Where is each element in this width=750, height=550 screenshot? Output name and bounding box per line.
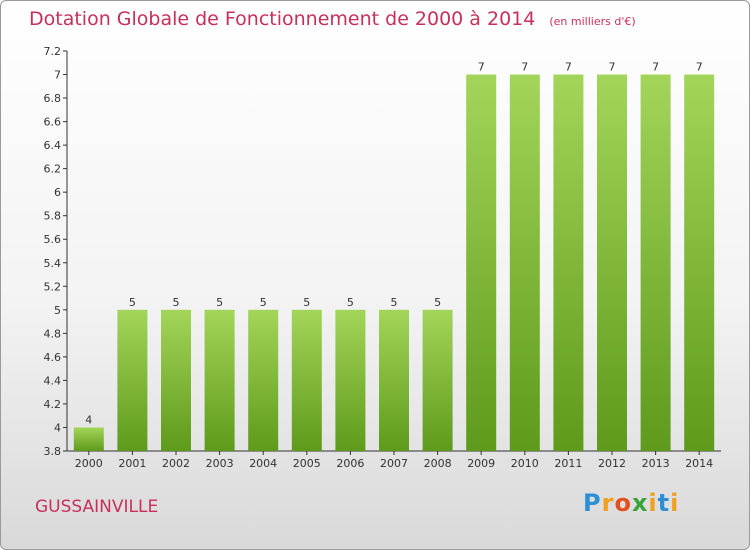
bar-value-label: 5 bbox=[347, 296, 354, 309]
y-tick-label: 4.2 bbox=[44, 398, 62, 411]
bar[interactable] bbox=[248, 309, 279, 451]
bar[interactable] bbox=[684, 74, 715, 451]
y-tick-label: 6.4 bbox=[44, 139, 62, 152]
bar[interactable] bbox=[640, 74, 671, 451]
y-tick-label: 6.6 bbox=[44, 116, 62, 129]
x-tick-label: 2009 bbox=[467, 457, 495, 470]
x-tick-label: 2007 bbox=[380, 457, 408, 470]
x-tick-label: 2003 bbox=[206, 457, 234, 470]
y-tick-label: 5.8 bbox=[44, 210, 62, 223]
bar-value-label: 5 bbox=[173, 296, 180, 309]
bar[interactable] bbox=[291, 309, 322, 451]
y-tick-label: 7.2 bbox=[44, 45, 62, 58]
bar-value-label: 7 bbox=[521, 61, 528, 74]
proxiti-logo[interactable]: Proxiti bbox=[583, 489, 680, 517]
x-tick-label: 2000 bbox=[75, 457, 103, 470]
y-tick-label: 4.8 bbox=[44, 327, 62, 340]
x-tick-label: 2002 bbox=[162, 457, 190, 470]
y-tick-label: 5.4 bbox=[44, 257, 62, 270]
chart-title-text: Dotation Globale de Fonctionnement de 20… bbox=[29, 8, 536, 30]
y-tick-label: 3.8 bbox=[44, 445, 62, 458]
y-tick-label: 7 bbox=[54, 69, 61, 82]
bar-value-label: 7 bbox=[565, 61, 572, 74]
chart-unit: (en milliers d'€) bbox=[549, 15, 636, 28]
x-tick-label: 2005 bbox=[293, 457, 321, 470]
x-tick-label: 2001 bbox=[118, 457, 146, 470]
bar-value-label: 7 bbox=[609, 61, 616, 74]
bar-value-label: 4 bbox=[85, 413, 92, 426]
bars: 4 5 5 5 5 5 5 5 5 7 7 7 7 7 7 bbox=[73, 61, 715, 451]
bar-value-label: 7 bbox=[696, 61, 703, 74]
y-tick-label: 4.4 bbox=[44, 374, 62, 387]
bar[interactable] bbox=[597, 74, 627, 451]
y-tick-label: 6 bbox=[54, 186, 61, 199]
bar[interactable] bbox=[73, 427, 104, 451]
bar-value-label: 5 bbox=[391, 296, 398, 309]
bar-value-label: 5 bbox=[434, 296, 441, 309]
y-tick-label: 6.8 bbox=[44, 92, 62, 105]
y-tick-label: 5 bbox=[54, 304, 61, 317]
bar-value-label: 5 bbox=[216, 296, 223, 309]
bar[interactable] bbox=[117, 309, 148, 451]
bar[interactable] bbox=[379, 309, 409, 451]
chart-title: Dotation Globale de Fonctionnement de 20… bbox=[29, 8, 636, 30]
bar[interactable] bbox=[422, 309, 453, 451]
x-tick-label: 2004 bbox=[249, 457, 277, 470]
bar[interactable] bbox=[335, 309, 366, 451]
y-tick-label: 4.6 bbox=[44, 351, 62, 364]
bar-value-label: 5 bbox=[260, 296, 267, 309]
bar-value-label: 5 bbox=[303, 296, 310, 309]
bar-value-label: 5 bbox=[129, 296, 136, 309]
bar-value-label: 7 bbox=[478, 61, 485, 74]
x-tick-label: 2012 bbox=[598, 457, 626, 470]
y-tick-label: 4 bbox=[54, 421, 61, 434]
x-tick-label: 2013 bbox=[642, 457, 670, 470]
x-tick-label: 2014 bbox=[685, 457, 713, 470]
bar[interactable] bbox=[509, 74, 540, 451]
bar-value-label: 7 bbox=[652, 61, 659, 74]
y-tick-label: 5.6 bbox=[44, 233, 62, 246]
x-tick-label: 2008 bbox=[424, 457, 452, 470]
bar[interactable] bbox=[204, 309, 235, 451]
x-tick-label: 2010 bbox=[511, 457, 539, 470]
y-tick-label: 5.2 bbox=[44, 280, 62, 293]
city-name: GUSSAINVILLE bbox=[35, 497, 159, 517]
bar[interactable] bbox=[161, 309, 191, 451]
x-tick-label: 2006 bbox=[336, 457, 364, 470]
y-tick-label: 6.2 bbox=[44, 163, 62, 176]
bar[interactable] bbox=[466, 74, 497, 451]
bar[interactable] bbox=[553, 74, 584, 451]
x-tick-label: 2011 bbox=[554, 457, 582, 470]
